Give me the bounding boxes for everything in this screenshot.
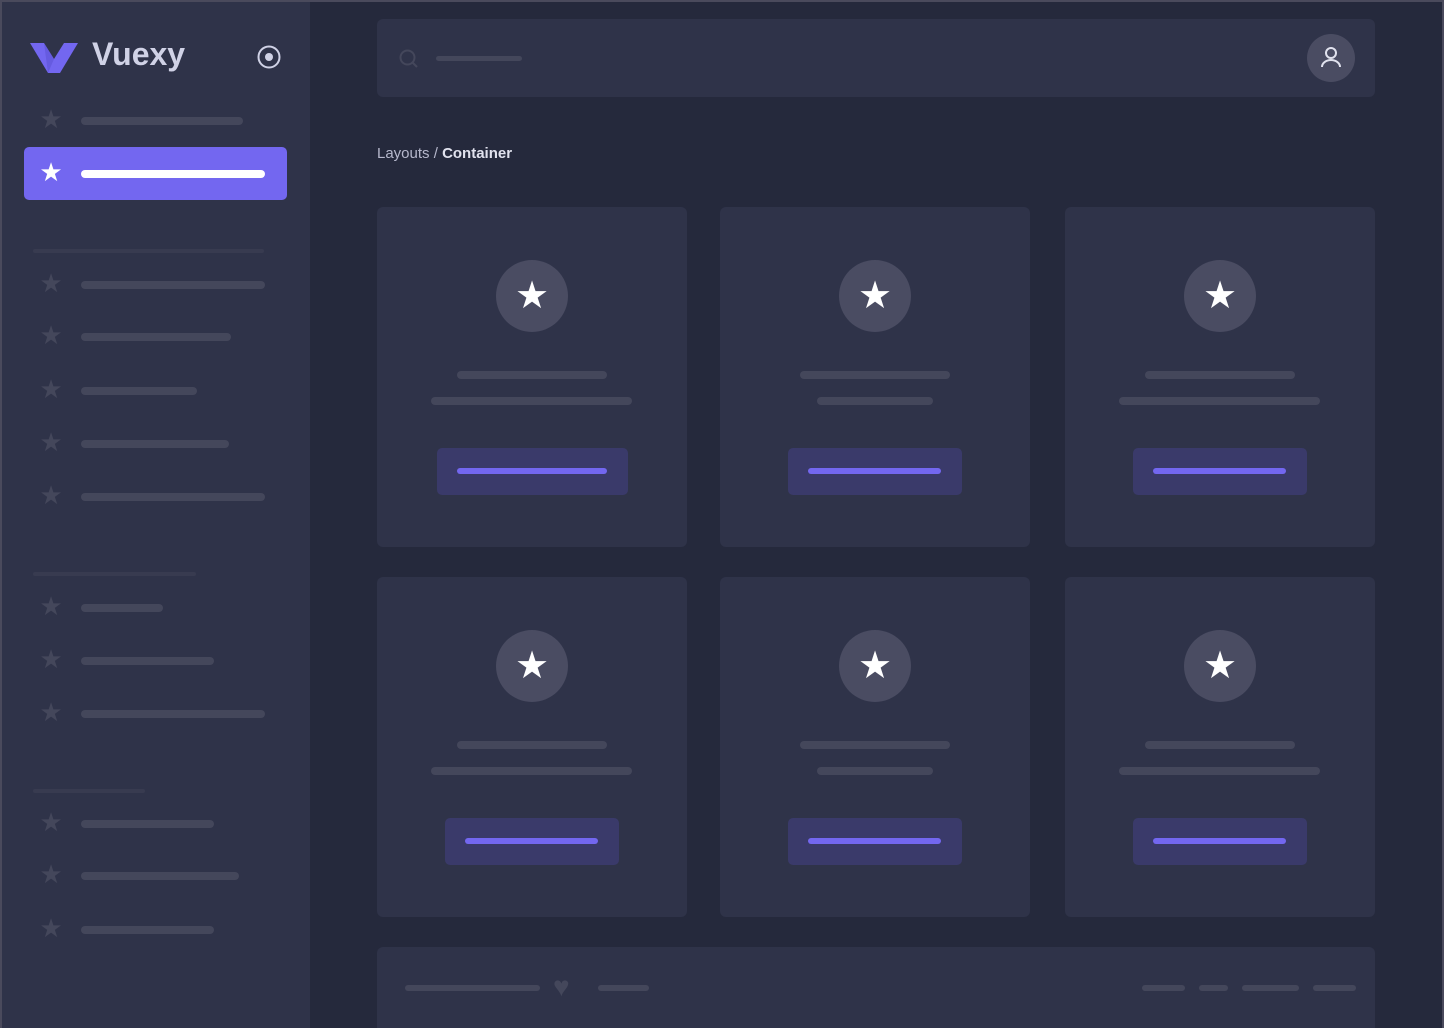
- footer-text-skeleton: [405, 985, 540, 991]
- breadcrumb-current: Container: [442, 145, 513, 162]
- card-button[interactable]: [445, 818, 619, 865]
- footer-link[interactable]: [1313, 985, 1356, 991]
- sidebar-section-divider: [33, 249, 264, 253]
- card-text-skeleton: [431, 767, 632, 775]
- card-text-skeleton: [431, 397, 632, 405]
- star-icon[interactable]: ★: [39, 913, 63, 943]
- star-icon[interactable]: ★: [39, 104, 63, 134]
- sidebar-item-label-skeleton[interactable]: [81, 820, 214, 828]
- search-input[interactable]: [436, 56, 522, 61]
- card-button[interactable]: [437, 448, 628, 495]
- card-button-label-skeleton: [1153, 838, 1286, 844]
- sidebar-item-label-skeleton[interactable]: [81, 872, 239, 880]
- star-icon: ★: [1184, 630, 1256, 702]
- star-icon[interactable]: ★: [39, 427, 63, 457]
- top-navbar: [377, 19, 1375, 97]
- breadcrumb-parent[interactable]: Layouts: [377, 145, 430, 162]
- card-text-skeleton: [817, 397, 933, 405]
- sidebar-item-label-skeleton[interactable]: [81, 604, 163, 612]
- footer-text-skeleton: [598, 985, 649, 991]
- sidebar-item-label-skeleton[interactable]: [81, 657, 214, 665]
- card: ★: [720, 207, 1030, 547]
- sidebar-section-divider: [33, 572, 196, 576]
- star-icon[interactable]: ★: [39, 320, 63, 350]
- star-icon[interactable]: ★: [39, 268, 63, 298]
- card: ★: [377, 207, 687, 547]
- search-icon[interactable]: [399, 49, 419, 69]
- card-button[interactable]: [788, 448, 962, 495]
- card-button-label-skeleton: [1153, 468, 1286, 474]
- star-icon[interactable]: ★: [39, 374, 63, 404]
- card-title-skeleton: [800, 371, 950, 379]
- footer: ♥: [377, 947, 1375, 1028]
- vuexy-logo-icon: [30, 43, 78, 73]
- sidebar-item-label-skeleton[interactable]: [81, 117, 243, 125]
- star-icon[interactable]: ★: [39, 807, 63, 837]
- card-button-label-skeleton: [457, 468, 607, 474]
- star-icon[interactable]: ★: [39, 480, 63, 510]
- card-title-skeleton: [800, 741, 950, 749]
- sidebar-item-label-skeleton[interactable]: [81, 440, 229, 448]
- breadcrumb: Layouts / Container: [377, 145, 512, 162]
- sidebar-item-label-skeleton[interactable]: [81, 170, 265, 178]
- card-text-skeleton: [1119, 397, 1320, 405]
- card-button[interactable]: [788, 818, 962, 865]
- sidebar-item-label-skeleton[interactable]: [81, 493, 265, 501]
- card: ★: [720, 577, 1030, 917]
- card: ★: [377, 577, 687, 917]
- star-icon[interactable]: ★: [39, 697, 63, 727]
- star-icon: ★: [496, 630, 568, 702]
- card: ★: [1065, 577, 1375, 917]
- sidebar-item-label-skeleton[interactable]: [81, 387, 197, 395]
- user-icon: [1321, 47, 1341, 68]
- star-icon: ★: [839, 260, 911, 332]
- card-button[interactable]: [1133, 448, 1307, 495]
- star-icon[interactable]: ★: [39, 859, 63, 889]
- radio-circle-icon[interactable]: [257, 45, 281, 69]
- card-text-skeleton: [1119, 767, 1320, 775]
- heart-icon: ♥: [553, 971, 570, 1002]
- footer-link[interactable]: [1199, 985, 1228, 991]
- star-icon: ★: [839, 630, 911, 702]
- sidebar-item-label-skeleton[interactable]: [81, 333, 231, 341]
- card-title-skeleton: [1145, 741, 1295, 749]
- avatar[interactable]: [1307, 34, 1355, 82]
- card: ★: [1065, 207, 1375, 547]
- sidebar-item-label-skeleton[interactable]: [81, 926, 214, 934]
- card-button[interactable]: [1133, 818, 1307, 865]
- card-title-skeleton: [1145, 371, 1295, 379]
- footer-link[interactable]: [1142, 985, 1185, 991]
- sidebar-item-label-skeleton[interactable]: [81, 710, 265, 718]
- star-icon: ★: [496, 260, 568, 332]
- card-button-label-skeleton: [465, 838, 598, 844]
- sidebar: Vuexy ★ ★ ★ ★ ★ ★ ★ ★ ★ ★ ★ ★ ★: [2, 2, 310, 1028]
- star-icon[interactable]: ★: [39, 644, 63, 674]
- brand-name: Vuexy: [92, 36, 186, 72]
- card-text-skeleton: [817, 767, 933, 775]
- card-button-label-skeleton: [808, 838, 941, 844]
- sidebar-item-label-skeleton[interactable]: [81, 281, 265, 289]
- star-icon[interactable]: ★: [39, 157, 63, 187]
- card-button-label-skeleton: [808, 468, 941, 474]
- breadcrumb-separator: /: [429, 145, 443, 162]
- star-icon: ★: [1184, 260, 1256, 332]
- footer-link[interactable]: [1242, 985, 1299, 991]
- sidebar-section-divider: [33, 789, 145, 793]
- card-title-skeleton: [457, 371, 607, 379]
- card-title-skeleton: [457, 741, 607, 749]
- star-icon[interactable]: ★: [39, 591, 63, 621]
